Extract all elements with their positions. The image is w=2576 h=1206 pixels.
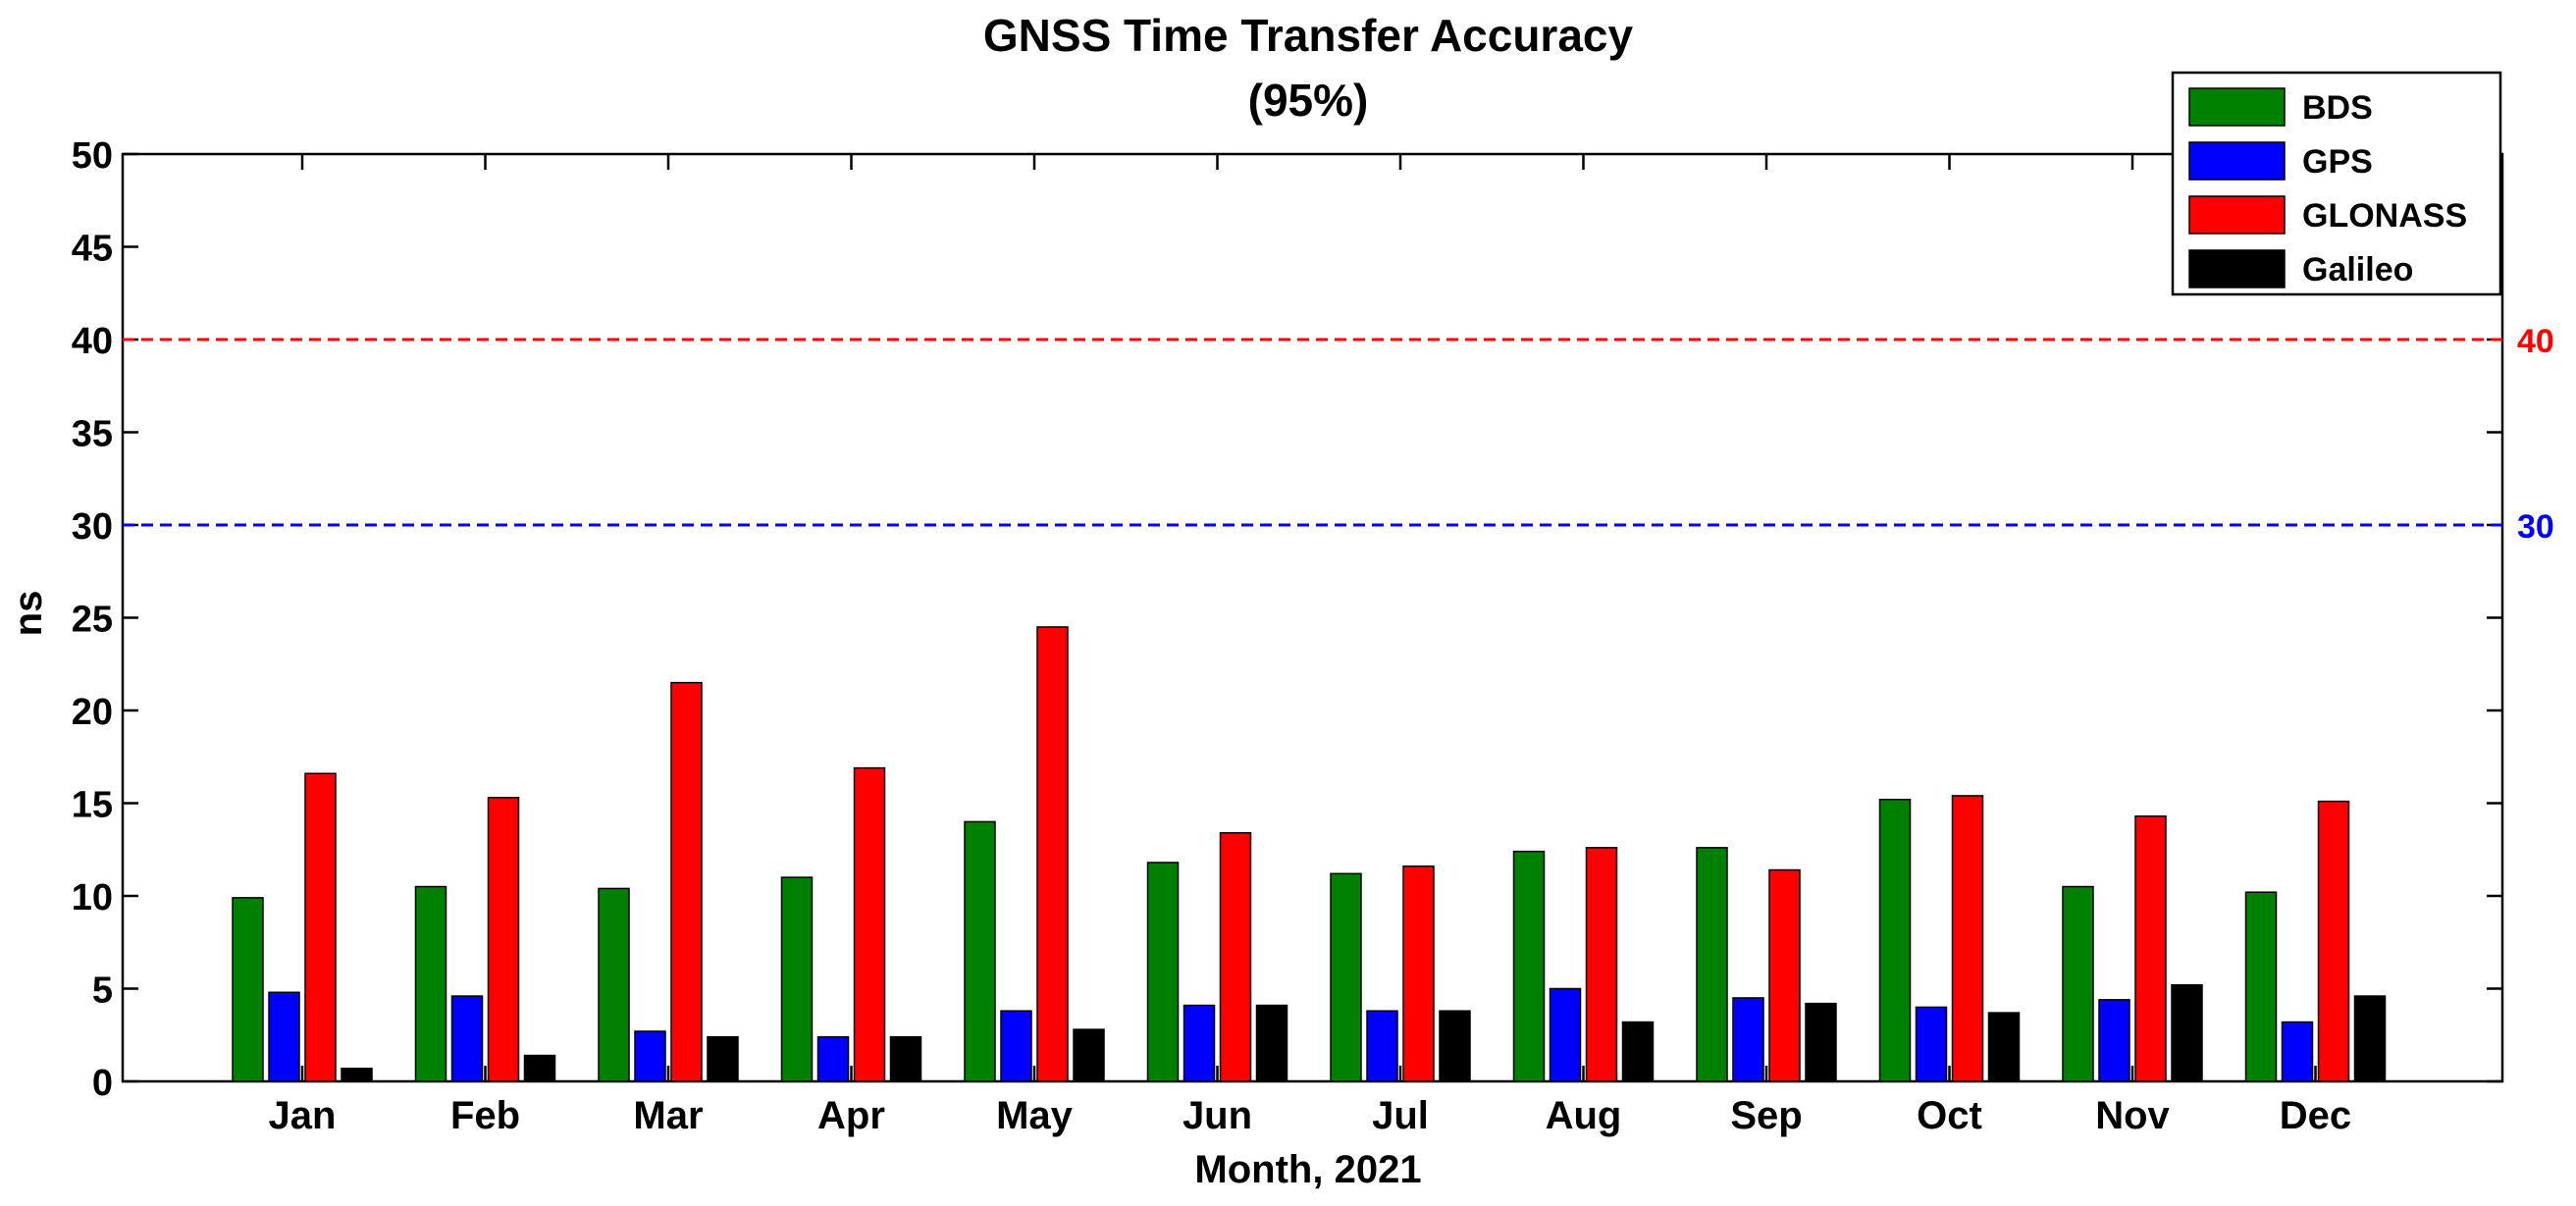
bar-gps-oct [1915,1006,1948,1082]
x-tick-label: Nov [2095,1094,2170,1137]
x-tick-label: Jan [269,1094,337,1137]
x-tick-label: May [996,1094,1074,1137]
bar-glonass-jul [1402,865,1435,1082]
y-tick-label: 30 [72,506,113,548]
x-tick-label: Jun [1183,1094,1252,1137]
bar-glonass-oct [1951,795,1984,1082]
chart-subtitle: (95%) [1248,75,1369,126]
bar-gps-may [1000,1010,1032,1082]
y-tick-label: 35 [72,414,113,455]
bar-glonass-aug [1585,847,1618,1082]
bar-gps-jul [1366,1010,1398,1082]
x-tick-label: Mar [633,1094,703,1137]
bar-bds-apr [780,876,814,1082]
bar-gps-jan [268,991,300,1082]
y-axis-label: ns [7,591,50,637]
bar-gps-mar [634,1030,666,1082]
bar-galileo-oct [1987,1012,2021,1082]
bar-gps-feb [450,995,484,1082]
y-tick-label: 20 [72,692,113,733]
bar-gps-aug [1549,987,1582,1082]
bar-galileo-sep [1805,1002,1837,1082]
reference-label-40: 40 [2517,323,2554,360]
y-tick-label: 5 [92,970,113,1012]
y-tick-label: 25 [72,600,113,641]
y-tick-label: 45 [72,229,113,270]
x-tick-label: Jul [1372,1094,1429,1137]
legend-label-glonass: GLONASS [2302,197,2467,235]
bar-bds-aug [1512,850,1546,1082]
legend-swatch-bds [2188,87,2286,127]
legend-swatch-glonass [2188,195,2286,235]
chart-title: GNSS Time Transfer Accuracy [983,10,1634,61]
bar-bds-dec [2244,891,2278,1082]
plot-area: 0 5 10 15 20 25 30 35 40 45 50 40 30 Jan Feb Mar Apr May J… [72,135,2554,1137]
x-tick-label: Aug [1546,1094,1622,1137]
bar-bds-jan [232,897,264,1082]
bar-bds-sep [1696,847,1728,1082]
bar-glonass-nov [2134,814,2167,1082]
bar-bds-mar [598,887,630,1082]
bar-gps-apr [816,1035,850,1082]
bar-glonass-sep [1768,868,1801,1082]
bar-galileo-nov [2171,983,2203,1082]
bar-galileo-feb [523,1054,556,1082]
x-tick-label: Sep [1730,1094,1802,1137]
legend-swatch-galileo [2188,249,2286,288]
legend-swatch-gps [2188,141,2286,181]
legend-label-galileo: Galileo [2302,251,2413,288]
reference-label-30: 30 [2517,508,2554,546]
bar-bds-nov [2062,885,2094,1082]
bar-galileo-aug [1621,1021,1655,1082]
bar-glonass-feb [487,797,520,1082]
bar-glonass-jun [1219,831,1252,1082]
legend-label-bds: BDS [2302,89,2373,127]
bar-gps-sep [1732,997,1764,1082]
bar-glonass-dec [2317,800,2350,1082]
bar-bds-jul [1330,872,1362,1082]
bar-glonass-mar [670,681,703,1082]
bar-bds-oct [1878,798,1912,1082]
bar-galileo-dec [2353,995,2387,1082]
bar-galileo-jan [341,1068,373,1082]
x-tick-label: Apr [817,1094,885,1137]
legend-label-gps: GPS [2302,143,2373,181]
y-tick-label: 40 [72,321,113,362]
bar-bds-jun [1146,862,1180,1082]
bar-galileo-apr [889,1035,922,1082]
y-tick-label: 50 [72,135,113,177]
x-tick-label: Oct [1917,1094,1982,1137]
bar-bds-feb [414,885,447,1082]
bar-bds-may [964,820,996,1082]
x-tick-label: Feb [450,1094,520,1137]
bar-galileo-jul [1439,1010,1471,1082]
bar-gps-nov [2098,999,2130,1082]
y-tick-label: 10 [72,877,113,918]
y-tick-label: 15 [72,785,113,826]
bar-glonass-may [1036,626,1069,1082]
bar-glonass-apr [853,766,886,1082]
y-tick-label: 0 [92,1063,113,1104]
bar-galileo-mar [707,1035,739,1082]
legend: BDS GPS GLONASS Galileo [2171,71,2502,296]
x-tick-label: Dec [2280,1094,2351,1137]
bar-gps-dec [2281,1021,2314,1082]
bar-galileo-may [1073,1028,1105,1082]
x-axis-label: Month, 2021 [1194,1148,1421,1191]
bar-gps-jun [1183,1004,1216,1082]
bar-galileo-jun [1255,1004,1288,1082]
bar-glonass-jan [304,772,337,1082]
